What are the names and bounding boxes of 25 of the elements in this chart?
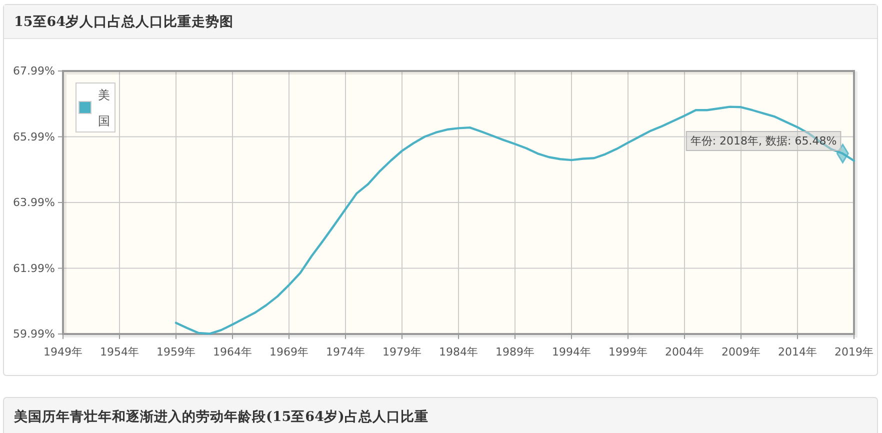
chart-title: 15至64岁人口占总人口比重走势图 [14, 14, 234, 30]
legend-label: 美国 [98, 88, 110, 128]
y-tick-label: 59.99% [13, 328, 55, 340]
y-tick-label: 63.99% [13, 196, 55, 209]
x-tick-label: 2014年 [778, 346, 817, 358]
x-tick-label: 1974年 [326, 346, 365, 358]
x-tick-label: 1984年 [439, 346, 478, 358]
x-tick-label: 2019年 [834, 346, 874, 358]
text: 美国历年青壮年和逐渐进入的劳动年龄段(15至64岁)占总人口比重 [13, 408, 428, 425]
x-tick-label: 1959年 [156, 346, 196, 358]
y-tick-label: 65.99% [13, 130, 55, 144]
x-tick-label: 1999年 [608, 346, 648, 358]
x-tick-label: 1954年 [100, 346, 139, 358]
x-tick-label: 2009年 [722, 346, 760, 358]
x-tick-label: 1989年 [496, 346, 534, 358]
annotation: 年份: 2018年, 数据: 65.48% [690, 134, 837, 148]
x-tick-label: 1969年 [270, 346, 308, 358]
x-tick-label: 2004年 [665, 346, 704, 358]
x-tick-label: 1964年 [213, 346, 252, 358]
x-tick-label: 1994年 [552, 346, 591, 358]
y-tick-label: 61.99% [13, 262, 55, 275]
x-tick-label: 1979年 [382, 346, 422, 358]
y-tick-label: 67.99% [13, 64, 55, 78]
line-series [174, 106, 856, 335]
x-tick-label: 1949年 [44, 346, 82, 358]
